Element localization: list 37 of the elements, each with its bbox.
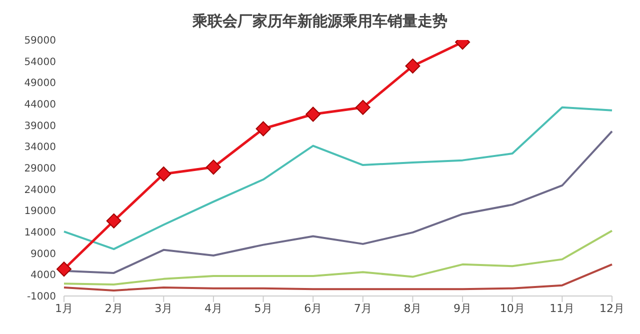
y-tick-label: 34000 [24, 142, 56, 154]
chart-title: 乘联会厂家历年新能源乘用车销量走势 [191, 12, 448, 31]
x-tick-label: 12月 [600, 302, 624, 315]
point [106, 213, 122, 228]
y-tick-label: 49000 [24, 78, 56, 90]
x-tick-label: 8月 [404, 302, 422, 315]
x-tick-label: 11月 [550, 302, 575, 315]
x-tick-label: 10月 [500, 302, 525, 315]
x-tick-label: 9月 [454, 302, 472, 315]
line-series [63, 263, 613, 292]
x-tick-label: 4月 [204, 302, 222, 315]
point [306, 106, 321, 122]
x-tick-label: 1月 [55, 302, 73, 315]
y-tick-label: -1000 [26, 292, 56, 303]
point [355, 100, 370, 115]
line-series [63, 230, 613, 286]
point [405, 58, 420, 74]
y-tick-label: 54000 [24, 56, 56, 68]
x-tick-label: 2月 [104, 302, 123, 315]
x-tick-label: 5月 [254, 302, 272, 315]
y-tick-label: 4000 [30, 270, 56, 282]
y-tick-label: 24000 [24, 184, 56, 196]
point [256, 121, 271, 136]
point [156, 166, 172, 182]
y-tick-label: 39000 [24, 120, 56, 132]
y-tick-label: 14000 [24, 228, 56, 239]
y-tick-label: 59000 [24, 36, 56, 47]
point [206, 160, 221, 175]
y-tick-label: 9000 [30, 248, 56, 260]
y-tick-label: 29000 [24, 164, 56, 175]
y-tick-label: 44000 [24, 100, 56, 111]
x-tick-label: 7月 [354, 302, 372, 315]
point [56, 262, 72, 277]
y-tick-label: 19000 [24, 206, 56, 218]
line-series [63, 106, 613, 250]
x-tick-label: 3月 [154, 302, 173, 315]
x-tick-label: 6月 [304, 302, 322, 315]
